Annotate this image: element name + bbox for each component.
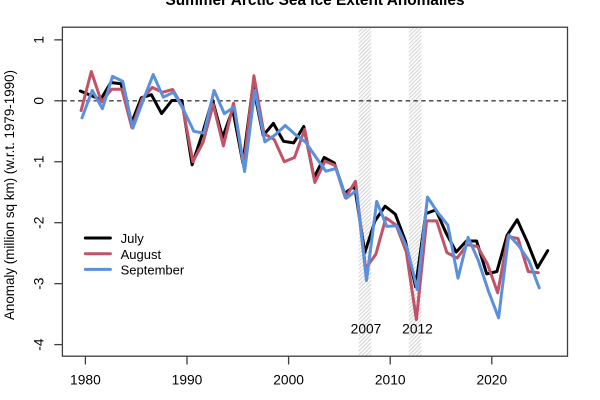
svg-text:2007: 2007: [351, 322, 382, 337]
svg-text:-4: -4: [32, 338, 47, 351]
svg-text:-1: -1: [32, 156, 47, 168]
svg-text:Summer Arctic Sea Ice Extent A: Summer Arctic Sea Ice Extent Anomalies: [165, 0, 464, 9]
svg-text:2000: 2000: [273, 373, 304, 388]
svg-text:-3: -3: [32, 277, 47, 290]
svg-text:September: September: [121, 263, 185, 278]
svg-text:-2: -2: [32, 217, 47, 229]
svg-text:2020: 2020: [476, 373, 507, 388]
svg-text:August: August: [121, 247, 162, 262]
svg-text:2012: 2012: [402, 322, 433, 337]
svg-text:1: 1: [32, 36, 47, 44]
svg-text:2010: 2010: [375, 373, 406, 388]
svg-text:1980: 1980: [70, 373, 101, 388]
svg-text:July: July: [121, 231, 145, 246]
svg-text:1990: 1990: [172, 373, 203, 388]
svg-text:Anomaly (million sq km) (w.r.t: Anomaly (million sq km) (w.r.t. 1979-199…: [2, 70, 17, 320]
svg-text:0: 0: [32, 97, 47, 105]
